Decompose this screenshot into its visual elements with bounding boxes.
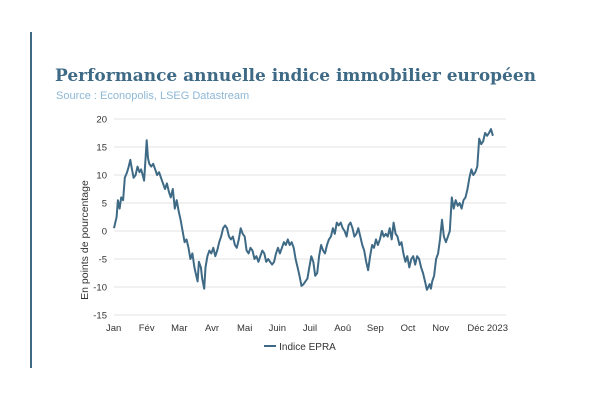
- accent-bar: [30, 32, 32, 368]
- y-tick-label: -5: [99, 255, 107, 266]
- gridlines: [114, 118, 506, 316]
- x-tick-label: Aoû: [334, 323, 351, 334]
- x-tick-label: Mai: [237, 323, 252, 334]
- x-axis-ticks: Jan Fév Mar Avr Mai Juin Juil Aoû Sep Oct Nov Déc 2…: [106, 323, 508, 334]
- x-tick-label: Mar: [171, 323, 187, 334]
- y-tick-label: 15: [96, 143, 107, 154]
- x-tick-label: Avr: [205, 323, 219, 334]
- y-tick-label: -15: [93, 311, 107, 322]
- y-tick-label: 5: [102, 199, 107, 210]
- chart-subtitle: Source : Econopolis, LSEG Datastream: [56, 90, 250, 102]
- y-tick-label: 0: [102, 227, 107, 238]
- y-tick-label: 10: [96, 171, 107, 182]
- x-tick-label: Juil: [303, 323, 317, 334]
- y-tick-label: 20: [96, 115, 107, 126]
- y-axis-title: En points de pourcentage: [79, 180, 91, 300]
- legend-swatch-indice-epra: [264, 345, 277, 348]
- series-line-indice-epra: [113, 128, 494, 291]
- chart-title: Performance annuelle indice immobilier e…: [55, 66, 537, 86]
- x-tick-label: Sep: [367, 323, 384, 334]
- x-tick-label: Oct: [401, 323, 416, 334]
- legend: Indice EPRA: [0, 342, 600, 353]
- y-axis-ticks: -15 -10 -5 0 5 10 15 20: [93, 115, 107, 322]
- series-layer: [113, 128, 494, 291]
- legend-label: Indice EPRA: [279, 342, 336, 353]
- x-tick-label: Nov: [432, 323, 449, 334]
- x-tick-label: Jan: [106, 323, 121, 334]
- x-tick-label: Juin: [269, 323, 286, 334]
- x-tick-label: Fév: [139, 323, 155, 334]
- x-tick-label: Déc 2023: [467, 323, 508, 334]
- y-tick-label: -10: [93, 283, 107, 294]
